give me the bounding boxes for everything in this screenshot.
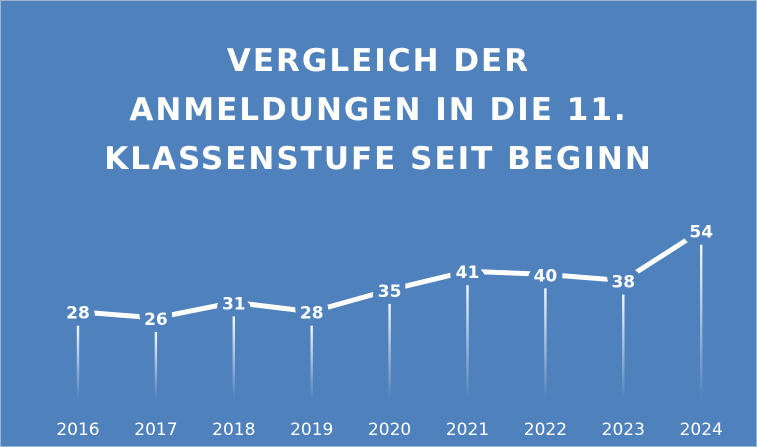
- x-tick-label: 2022: [524, 420, 567, 440]
- x-tick-label: 2021: [446, 420, 489, 440]
- data-label: 26: [144, 310, 168, 330]
- drop-line: [76, 325, 80, 399]
- drop-line: [154, 331, 158, 399]
- x-tick-label: 2019: [290, 420, 333, 440]
- title-line: ANMELDUNGEN IN DIE 11.: [129, 92, 628, 128]
- data-label: 40: [534, 266, 558, 286]
- data-label: 28: [66, 304, 90, 324]
- x-tick-label: 2016: [56, 420, 99, 440]
- line: [77, 228, 703, 321]
- drop-line: [232, 316, 235, 399]
- chart-title: VERGLEICH DER ANMELDUNGEN IN DIE 11. KLA…: [1, 37, 756, 184]
- data-label: 38: [611, 273, 635, 293]
- title-line: VERGLEICH DER: [226, 43, 531, 79]
- drop-line: [622, 294, 625, 399]
- x-tick-label: 2018: [212, 420, 255, 440]
- data-label: 41: [456, 263, 480, 283]
- x-tick-label: 2024: [680, 420, 723, 440]
- data-label: 31: [222, 294, 246, 314]
- drop-line: [310, 325, 313, 399]
- drop-line: [544, 288, 547, 399]
- x-tick-label: 2023: [602, 420, 645, 440]
- x-tick-label: 2017: [134, 420, 177, 440]
- title-line: KLASSENSTUFE SEIT BEGINN: [104, 141, 653, 177]
- data-label: 54: [689, 223, 713, 243]
- drop-line: [700, 244, 703, 399]
- data-label: 35: [378, 282, 402, 302]
- data-label: 28: [300, 304, 324, 324]
- drop-line: [388, 303, 391, 399]
- drop-line: [466, 285, 469, 399]
- x-tick-label: 2020: [368, 420, 411, 440]
